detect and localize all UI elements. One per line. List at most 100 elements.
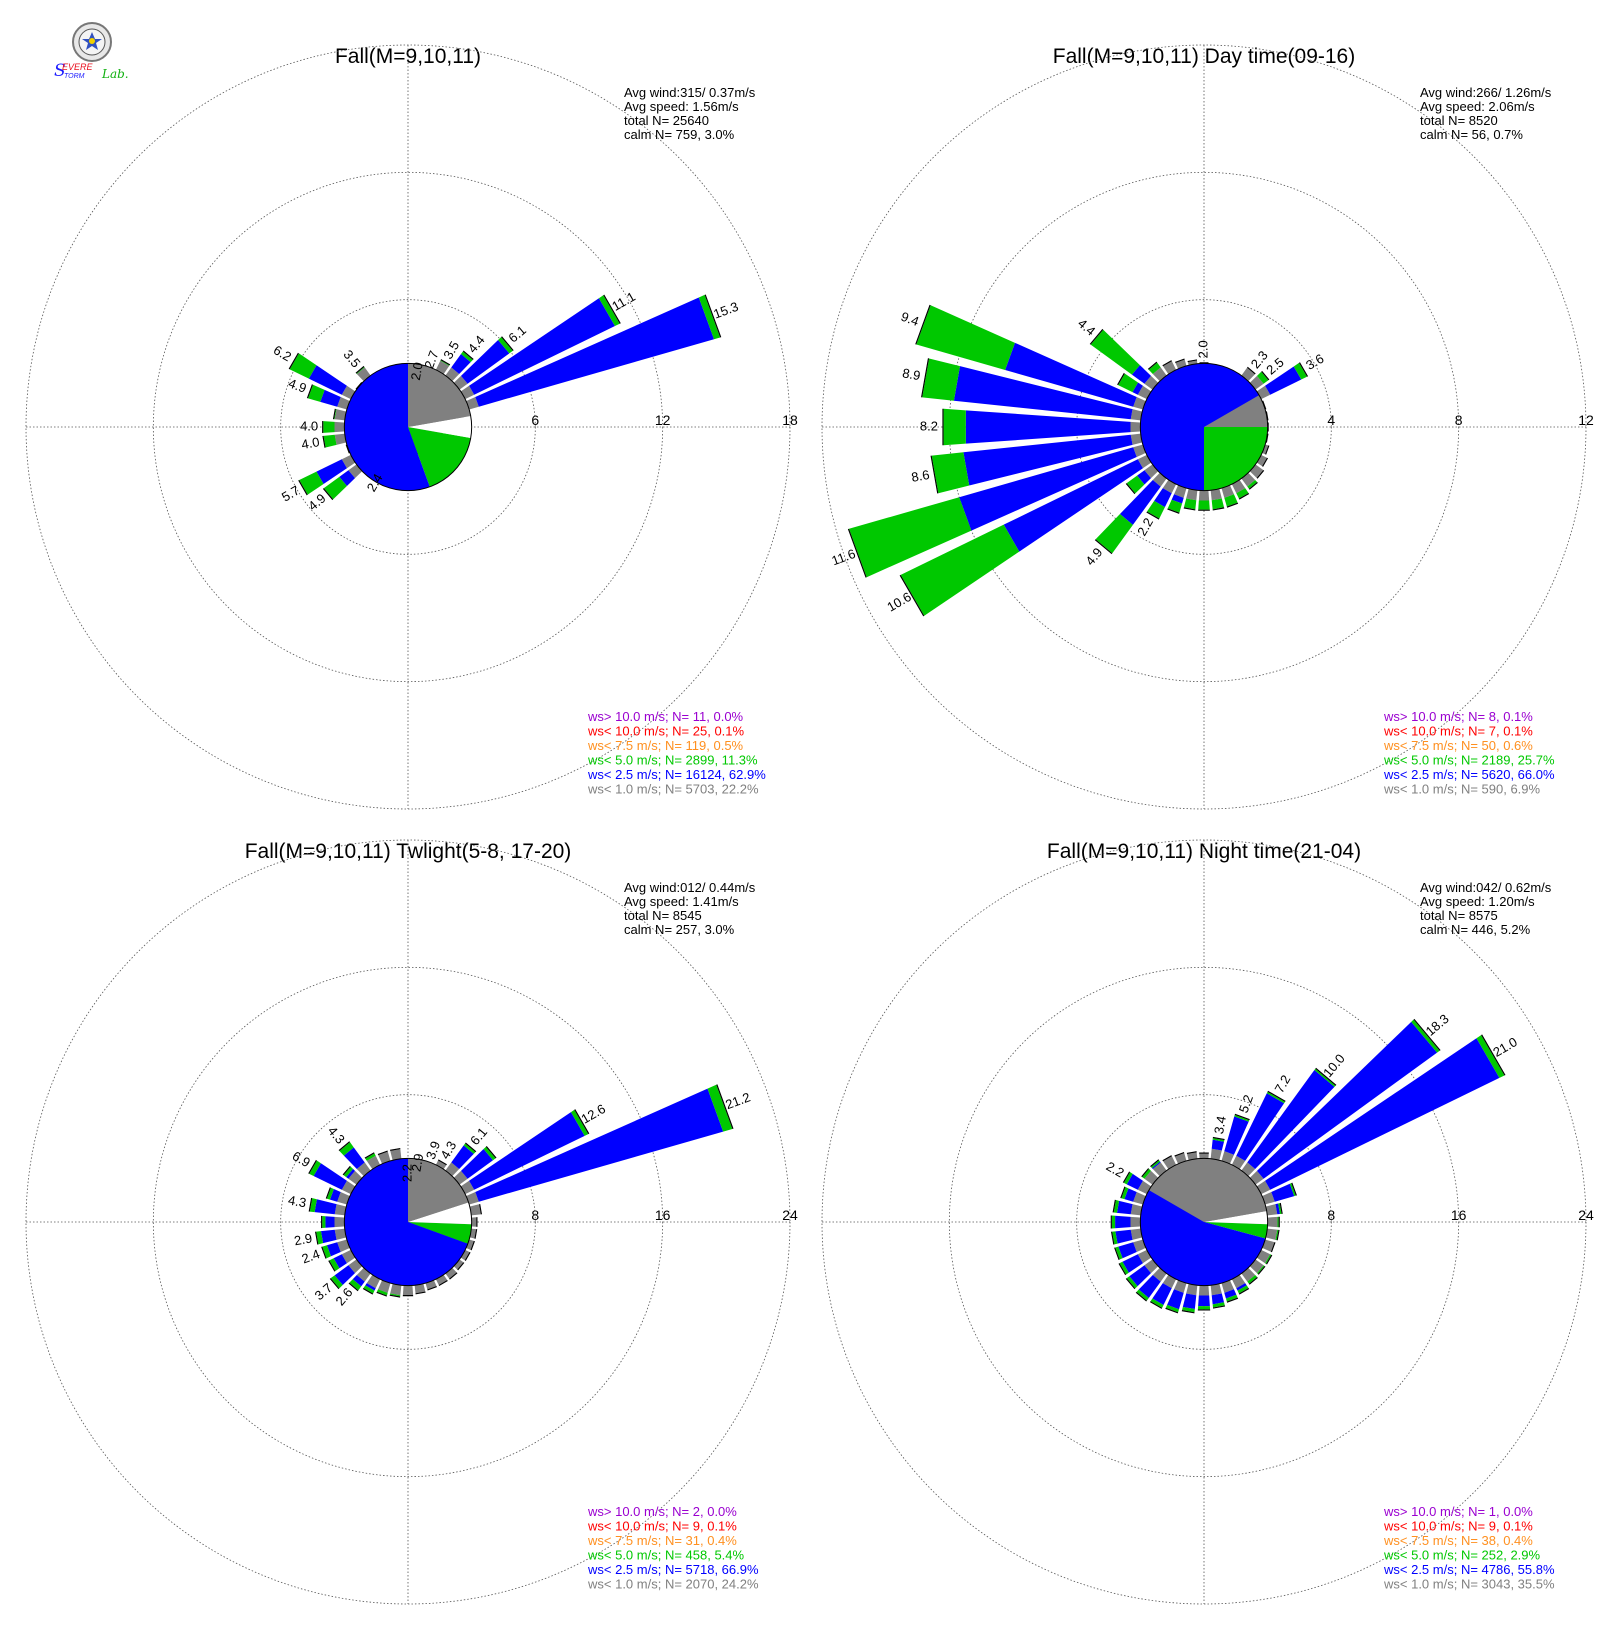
rose-bar-green-segment xyxy=(1148,362,1161,375)
calm-pie-slice xyxy=(408,1158,469,1222)
rose-bar-green-segment xyxy=(1197,1306,1211,1310)
rose-bar-green-segment xyxy=(1118,373,1139,393)
rose-bar-blue-segment xyxy=(1247,1070,1335,1170)
legend-entry: ws> 10.0 m/s; N= 8, 0.1% xyxy=(1383,709,1533,724)
rose-bar-blue-segment xyxy=(1138,1274,1161,1298)
ring-label: 12 xyxy=(1578,412,1594,428)
rose-bar-edge xyxy=(288,352,299,370)
rose-bar-edge xyxy=(362,1287,374,1295)
rose-bar-edge xyxy=(1135,1291,1147,1302)
rose-bar-green-segment xyxy=(922,358,960,401)
rose-bar-blue-segment xyxy=(1271,1183,1295,1202)
rose-bar-green-segment xyxy=(1165,1304,1179,1313)
rose-bar-green-segment xyxy=(1289,1183,1296,1197)
rose-bar-green-segment xyxy=(1136,1289,1149,1301)
rose-bar-edge xyxy=(332,408,336,420)
rose-bar-edge xyxy=(325,1187,331,1199)
ring-label: 4 xyxy=(1327,412,1335,428)
rose-bar-green-segment xyxy=(1293,362,1308,380)
rose-bar-blue-segment xyxy=(1256,1021,1438,1179)
rose-bar-blue-segment xyxy=(352,1274,365,1287)
stats-line: Avg wind:266/ 1.26m/s xyxy=(1420,85,1552,100)
stats-line: total N= 8545 xyxy=(624,908,702,923)
bar-label: 8.9 xyxy=(901,365,921,383)
calm-pie-slice xyxy=(344,1158,468,1286)
rose-bar-blue-segment xyxy=(313,1163,347,1190)
rose-bar-edge xyxy=(574,1109,590,1135)
legend-entry: ws< 10.0 m/s; N= 9, 0.1% xyxy=(1383,1519,1533,1534)
rose-bar-edge xyxy=(716,1084,734,1129)
rose-bar-green-segment xyxy=(900,524,1020,616)
rose-bar-green-segment xyxy=(323,434,337,448)
rose-bar-blue-segment xyxy=(365,1283,376,1291)
bar-label: 12.6 xyxy=(579,1101,608,1127)
stats-line: Avg speed: 2.06m/s xyxy=(1420,99,1535,114)
legend-entry: ws< 5.0 m/s; N= 2189, 25.7% xyxy=(1383,753,1555,768)
bar-label: 2.9 xyxy=(293,1230,313,1248)
rose-bar-blue-segment xyxy=(475,1088,724,1202)
grid-ring xyxy=(280,299,536,555)
rose-bar-edge xyxy=(930,455,939,494)
rose-bar-green-segment xyxy=(343,1166,354,1178)
bar-label: 6.2 xyxy=(271,342,294,364)
rose-bar-blue-segment xyxy=(1124,1188,1137,1202)
rose-bar-green-segment xyxy=(322,1245,331,1259)
rose-bar-blue-segment xyxy=(346,1168,356,1179)
rose-bar-blue-segment xyxy=(308,365,347,395)
rose-bar-edge xyxy=(1167,508,1180,514)
rose-bar-edge xyxy=(1199,1152,1209,1154)
rose-bar-blue-segment xyxy=(1265,1038,1500,1190)
rose-bar-blue-segment xyxy=(1236,1283,1247,1291)
wind-rose-panel-2: Fall(M=9,10,11) Day time(09-16)4 8 122.0 2.… xyxy=(821,44,1594,810)
rose-bar-green-segment xyxy=(461,351,473,363)
calm-pie-outline xyxy=(1139,1157,1269,1287)
rose-bar-edge xyxy=(464,1252,471,1261)
rose-bar-green-segment xyxy=(1265,1254,1272,1264)
rose-bar-green-segment xyxy=(1182,1306,1195,1313)
rose-bar-edge xyxy=(1212,1136,1225,1141)
bar-label: 21.0 xyxy=(1490,1034,1519,1060)
rose-bar-edge xyxy=(462,350,474,360)
bar-label: 2.2 xyxy=(1134,515,1156,538)
rose-bar-green-segment xyxy=(570,1109,589,1136)
rose-bar-edge xyxy=(1413,1018,1441,1051)
calm-pie-outline xyxy=(1139,362,1269,492)
bar-label: 5.7 xyxy=(279,483,302,505)
rose-bar-edge xyxy=(501,336,514,351)
rose-bar-green-segment xyxy=(1275,1229,1279,1241)
calm-pie-outline xyxy=(343,1157,473,1287)
legend-entry: ws< 5.0 m/s; N= 458, 5.4% xyxy=(587,1548,745,1563)
rose-bar-green-segment xyxy=(1236,488,1249,499)
rose-bar-blue-segment xyxy=(316,459,347,484)
stats-line: Avg wind:315/ 0.37m/s xyxy=(624,85,756,100)
bar-label: 2.2 xyxy=(399,1164,414,1182)
rose-bar-blue-segment xyxy=(1224,1289,1237,1299)
svg-text:TORM: TORM xyxy=(64,73,85,80)
calm-pie-slice xyxy=(408,427,471,487)
rose-bar-edge xyxy=(1238,492,1250,500)
ring-label: 24 xyxy=(782,1207,798,1223)
rose-bar-edge xyxy=(1183,507,1196,511)
grid-ring xyxy=(280,1094,536,1350)
legend-entry: ws< 10.0 m/s; N= 7, 0.1% xyxy=(1383,724,1533,739)
bar-label: 11.6 xyxy=(829,546,857,568)
stats-line: Avg wind:012/ 0.44m/s xyxy=(624,880,756,895)
stats-line: calm N= 446, 5.2% xyxy=(1420,922,1531,937)
rose-bar-green-segment xyxy=(440,360,450,366)
rose-bar-green-segment xyxy=(1183,498,1197,510)
calm-pie-slice xyxy=(408,415,472,439)
legend-entry: ws< 7.5 m/s; N= 38, 0.4% xyxy=(1383,1533,1533,1548)
rose-bar-green-segment xyxy=(1277,1216,1279,1228)
rose-bar-green-segment xyxy=(707,1084,733,1132)
rose-bar-green-segment xyxy=(849,497,972,578)
legend-entry: ws> 10.0 m/s; N= 1, 0.0% xyxy=(1383,1504,1533,1519)
rose-bar-blue-segment xyxy=(1171,494,1184,504)
rose-bar-green-segment xyxy=(598,295,620,327)
legend-entry: ws< 2.5 m/s; N= 5620, 66.0% xyxy=(1383,767,1555,782)
rose-bar-edge xyxy=(942,408,944,446)
legend-entry: ws> 10.0 m/s; N= 2, 0.0% xyxy=(587,1504,737,1519)
rose-bar-edge xyxy=(1089,328,1104,345)
rose-bar-edge xyxy=(427,1285,437,1291)
bar-label: 2.9 xyxy=(408,1152,426,1172)
bar-label: 2.0 xyxy=(408,361,426,381)
